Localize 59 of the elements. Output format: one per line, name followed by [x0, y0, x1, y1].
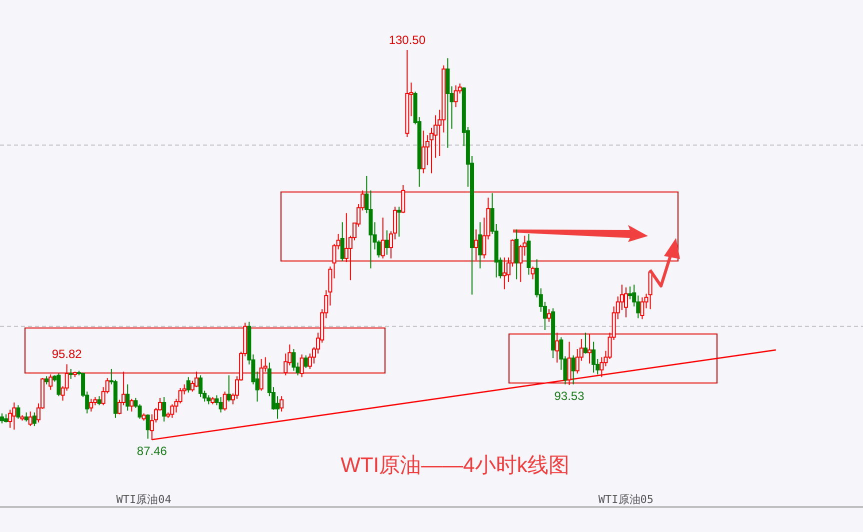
candlestick	[474, 228, 478, 261]
candlestick	[478, 222, 482, 269]
candlestick	[555, 332, 560, 364]
candlestick	[547, 308, 552, 322]
candlestick	[16, 404, 20, 420]
candlestick	[454, 84, 458, 108]
candlestick	[162, 396, 166, 422]
candlestick	[226, 374, 231, 402]
candlestick	[138, 404, 142, 420]
candlestick	[68, 368, 73, 380]
candlestick	[592, 341, 596, 374]
candlestick	[89, 398, 94, 412]
candlestick	[583, 332, 588, 354]
candlestick	[276, 396, 280, 420]
candlestick	[194, 371, 198, 388]
candlestick	[397, 206, 402, 238]
candlestick	[380, 217, 385, 259]
annotation: 95.82	[52, 347, 82, 362]
candlestick	[24, 412, 28, 422]
candlestick	[178, 387, 182, 404]
annotation: 93.53	[554, 389, 585, 403]
candlestick	[28, 411, 32, 427]
candlestick	[97, 396, 102, 406]
candlestick	[640, 296, 644, 320]
candlestick	[292, 348, 296, 372]
candlestick	[384, 230, 389, 256]
candlestick	[588, 333, 592, 364]
candlestick	[624, 286, 628, 318]
candlestick	[0, 412, 4, 424]
candlestick	[628, 286, 632, 300]
candlestick	[146, 414, 150, 440]
candlestick	[304, 354, 308, 369]
x-tick-label: WTI原油04	[116, 493, 172, 506]
candlestick	[126, 384, 130, 412]
candlestick	[186, 376, 190, 394]
candlestick	[502, 257, 506, 290]
candlestick	[48, 374, 53, 390]
x-tick-label: WTI原油05	[598, 493, 654, 506]
annotation: 130.50	[388, 33, 426, 47]
candlestick	[12, 402, 16, 430]
candlestick	[56, 372, 61, 397]
candlestick	[259, 358, 264, 392]
candlestick	[571, 354, 576, 385]
candlestick	[218, 396, 223, 413]
candlestick	[648, 270, 652, 310]
candlestick	[222, 391, 227, 412]
candlestick	[32, 412, 36, 427]
text: WTI原油——4小时k线图	[340, 454, 570, 477]
candlestick	[340, 222, 344, 262]
candlestick	[514, 228, 519, 280]
candlestick	[280, 396, 284, 412]
candlestick	[300, 354, 304, 378]
annotation: 87.46	[136, 444, 168, 458]
candlestick	[198, 374, 203, 398]
candlestick	[421, 130, 426, 174]
candlestick	[130, 398, 134, 412]
candlestick	[206, 394, 211, 405]
candlestick	[401, 184, 406, 214]
candlestick	[530, 266, 535, 280]
